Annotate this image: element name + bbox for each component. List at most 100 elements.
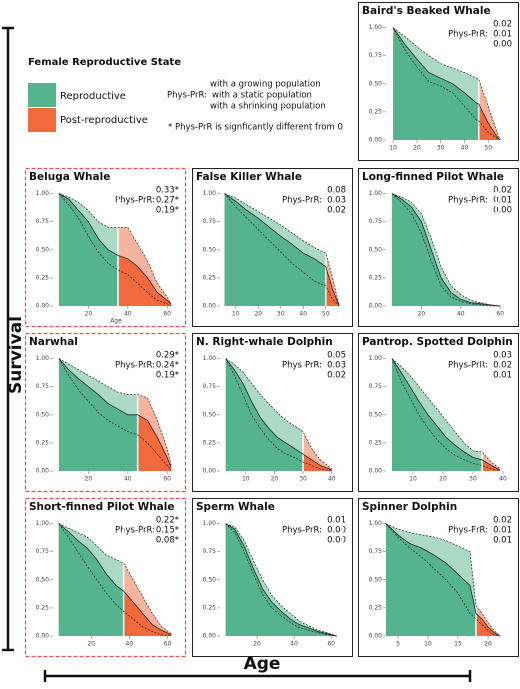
survival-line — [224, 193, 340, 307]
y-tick-label: 0.50 — [203, 411, 217, 418]
panel-frame — [192, 168, 353, 327]
survival-line — [225, 523, 337, 637]
survival-line — [392, 27, 501, 141]
y-tick-label: 0.50 — [369, 246, 383, 253]
x-tick-label: 40 — [299, 311, 307, 318]
area-post-reproductive — [303, 454, 332, 471]
phys-prr-value: 0.01 — [493, 536, 512, 546]
x-tick-label: 20 — [87, 641, 95, 648]
phys-prr-value: 0.02 — [327, 371, 346, 381]
x-tick-label: 30 — [469, 476, 477, 483]
panel-title: Pantrop. Spotted Dolphin — [362, 336, 513, 348]
survival-line — [391, 193, 501, 307]
y-tick-label: 0.75 — [369, 218, 383, 225]
panel-title: Long-finned Pilot Whale — [362, 171, 504, 183]
y-tick-label: 0.50 — [36, 411, 50, 418]
y-tick-label: 0.25 — [36, 274, 50, 281]
panel: Sperm Whale0.010.000.00Phys-PrR:0.000.25… — [192, 498, 353, 657]
y-tick-label: 0.50 — [203, 246, 217, 253]
legend-swatch — [28, 83, 56, 107]
y-tick-label: 0.00 — [36, 633, 50, 640]
panel-title: Sperm Whale — [196, 501, 275, 513]
age-axis — [43, 670, 472, 682]
y-tick-label: 0.75 — [369, 548, 383, 555]
x-tick-label: 20 — [484, 641, 492, 648]
y-tick-label: 0.50 — [369, 411, 383, 418]
phys-prr-value: 0.15* — [156, 526, 179, 536]
survival-line — [58, 358, 172, 468]
panel-frame — [24, 332, 187, 493]
panel-frame — [358, 333, 519, 492]
note-label: Phys-PrR: — [167, 91, 207, 101]
area-reproductive — [392, 358, 482, 471]
x-tick-label: 60 — [496, 311, 504, 318]
y-tick-label: 0.00 — [369, 303, 383, 310]
phys-prr-label: Phys-PrR: — [448, 526, 488, 536]
panel-frame — [358, 2, 519, 161]
x-label: Age — [110, 318, 122, 325]
area-reproductive — [225, 358, 304, 471]
phys-prr-value: 0.24* — [156, 361, 179, 371]
panel-frame — [192, 333, 353, 492]
y-tick-label: 0.50 — [203, 576, 217, 583]
panel: Short-finned Pilot Whale 0.22*0.15*0.08*P… — [24, 497, 187, 658]
x-tick-label: 40 — [126, 641, 134, 648]
phys-prr-label: Phys-PrR: — [115, 361, 155, 371]
bound-line — [225, 523, 337, 637]
survival-line — [58, 193, 172, 305]
phys-prr-value: 0.01 — [493, 526, 512, 536]
survival-line — [225, 358, 332, 471]
bound-line — [58, 193, 172, 307]
phys-prr-value: 0.02 — [327, 206, 346, 216]
panel-title: Narwhal — [29, 336, 78, 348]
x-tick-label: 40 — [499, 476, 507, 483]
y-tick-label: 0.25 — [203, 439, 217, 446]
phys-prr-value: 0.02 — [493, 20, 512, 30]
area-reproductive — [391, 193, 497, 306]
bound-line — [392, 27, 501, 141]
phys-prr-value: 0.01 — [327, 516, 346, 526]
phys-prr-value: 0.03 — [327, 196, 346, 206]
survival-line — [58, 523, 172, 636]
panel-title: Beluga Whale — [29, 171, 110, 183]
bound-line — [391, 358, 501, 470]
y-tick-label: 0.25 — [369, 108, 383, 115]
y-tick-label: 0.25 — [369, 604, 383, 611]
y-tick-label: 0.75 — [36, 383, 50, 390]
x-tick-label: 60 — [164, 641, 172, 648]
legend-swatch — [28, 108, 56, 132]
x-tick-label: 40 — [290, 641, 298, 648]
bound-line — [391, 358, 501, 472]
x-tick-label: 10 — [389, 145, 397, 152]
area-reproductive — [225, 523, 337, 636]
y-tick-label: 1.00 — [369, 520, 383, 527]
y-tick-label: 1.00 — [36, 190, 50, 197]
phys-prr-value: 0.19* — [156, 206, 179, 216]
phys-prr-label: Phys-PrR: — [448, 361, 488, 371]
panel-frame — [24, 167, 187, 328]
legend-label: Reproductive — [60, 91, 126, 102]
x-tick-label: 20 — [253, 641, 261, 648]
x-tick-label: 50 — [322, 311, 330, 318]
y-tick-label: 1.00 — [203, 190, 217, 197]
x-tick-label: 10 — [424, 641, 432, 648]
x-tick-label: 40 — [461, 145, 469, 152]
y-tick-label: 0.00 — [36, 303, 50, 310]
phys-prr-label: Phys-PrR: — [448, 30, 488, 40]
area-post-reproductive — [137, 414, 172, 471]
bound-line — [225, 358, 332, 472]
phys-prr-value: 0.03 — [327, 361, 346, 371]
x-tick-label: 20 — [413, 145, 421, 152]
bound-line — [385, 523, 501, 637]
bound-line — [391, 193, 501, 307]
bound-line — [392, 27, 501, 141]
x-tick-label: 60 — [163, 311, 171, 318]
x-tick-label: 20 — [271, 476, 279, 483]
y-tick-label: 0.50 — [369, 80, 383, 87]
phys-prr-value: 0.01 — [493, 30, 512, 40]
y-tick-label: 0.50 — [36, 246, 50, 253]
x-tick-label: 40 — [124, 311, 132, 318]
y-tick-label: 0.25 — [369, 439, 383, 446]
area-reproductive — [58, 193, 118, 306]
panel-frame — [358, 168, 519, 327]
